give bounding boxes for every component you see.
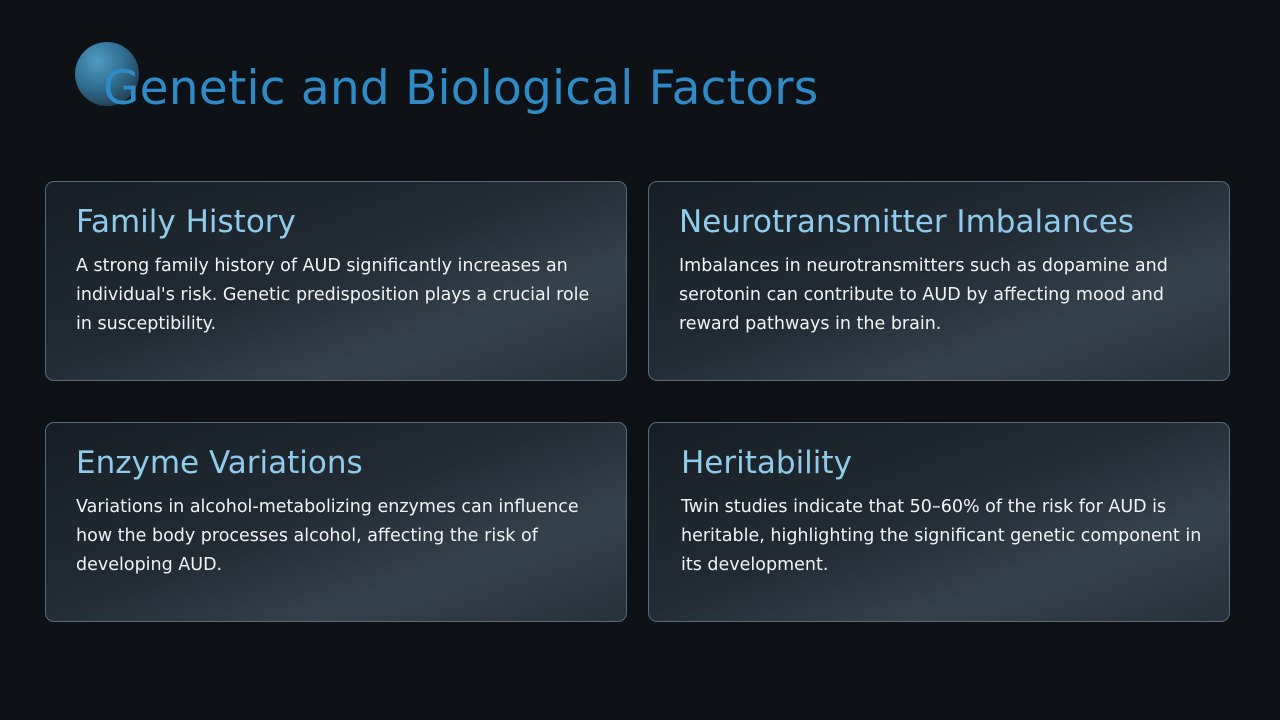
card-neurotransmitter-imbalances: Neurotransmitter Imbalances Imbalances i…: [648, 181, 1230, 381]
slide-title: Genetic and Biological Factors: [103, 61, 819, 116]
card-title: Heritability: [681, 445, 852, 481]
card-text: A strong family history of AUD significa…: [76, 256, 590, 334]
card-title: Enzyme Variations: [76, 445, 363, 481]
card-text: Imbalances in neurotransmitters such as …: [679, 256, 1168, 334]
title-orb-decoration: [75, 42, 139, 106]
card-title: Family History: [76, 204, 296, 240]
card-family-history: Family History A strong family history o…: [45, 181, 627, 381]
card-text: Variations in alcohol-metabolizing enzym…: [76, 497, 579, 575]
card-enzyme-variations: Enzyme Variations Variations in alcohol-…: [45, 422, 627, 622]
card-text: Twin studies indicate that 50–60% of the…: [681, 497, 1202, 575]
card-title: Neurotransmitter Imbalances: [679, 204, 1134, 240]
card-heritability: Heritability Twin studies indicate that …: [648, 422, 1230, 622]
